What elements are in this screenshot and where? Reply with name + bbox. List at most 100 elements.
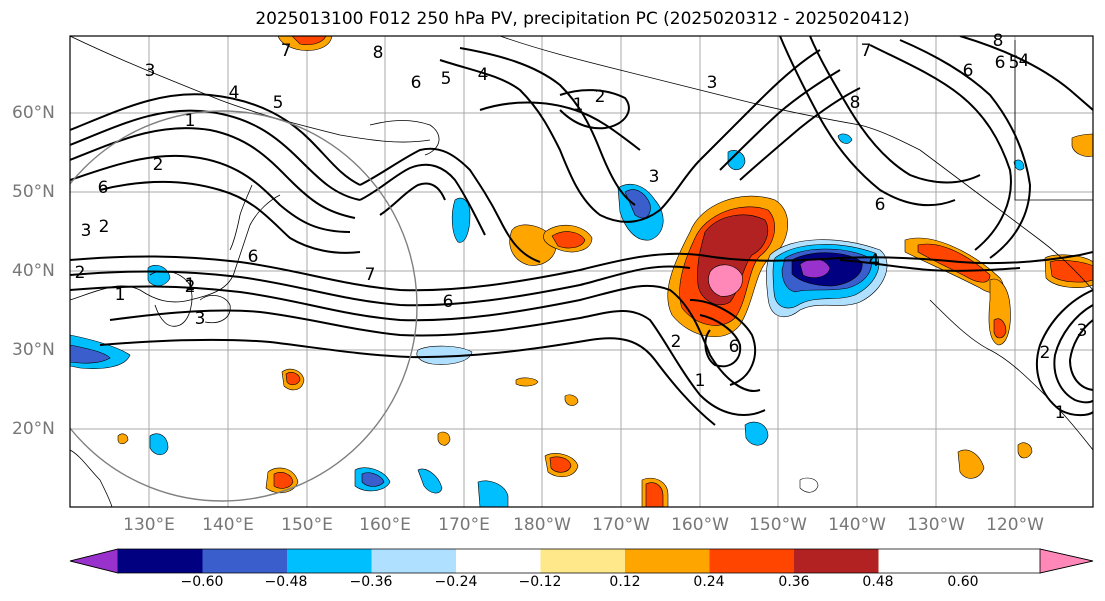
contour-label: 3 <box>1077 321 1088 341</box>
lat-label-60n: 60°N <box>12 103 55 123</box>
colorbar-segment <box>371 549 456 573</box>
lon-label: 180°W <box>513 515 571 535</box>
negative-anomaly-region <box>837 133 853 144</box>
colorbar-tick-label: 0.12 <box>609 574 641 590</box>
lon-label: 130°E <box>123 515 175 535</box>
positive-anomaly-region <box>515 377 539 387</box>
contour-label: 5 <box>273 93 284 113</box>
contour-label: 6 <box>443 292 454 312</box>
lon-label: 160°W <box>671 515 729 535</box>
positive-anomaly-region <box>957 449 985 479</box>
contour-label: 1 <box>695 371 706 391</box>
colorbar-segment <box>118 549 203 573</box>
lat-label-20n: 20°N <box>12 419 55 439</box>
positive-anomaly-region <box>549 456 572 473</box>
contour-label: 6 <box>411 73 422 93</box>
colorbar-tick-label: −0.48 <box>264 574 308 590</box>
contour-label: 7 <box>861 41 872 61</box>
colorbar-tick-label: 0.60 <box>947 574 979 590</box>
contour-label: 2 <box>1040 343 1051 363</box>
projection-circle <box>70 110 418 502</box>
contour-label: 6 <box>875 195 886 215</box>
contour-label: 2 <box>99 217 110 237</box>
contour-label: 6 <box>98 178 109 198</box>
negative-anomaly-region <box>147 265 171 287</box>
positive-anomaly-region <box>993 318 1007 339</box>
colorbar-segment <box>709 549 794 573</box>
contour-label: 2 <box>153 155 164 175</box>
lon-label: 140°E <box>202 515 254 535</box>
contour-label: 3 <box>195 309 206 329</box>
positive-anomaly-region <box>1071 133 1093 157</box>
contour-label: 6 <box>729 337 740 357</box>
lat-label-40n: 40°N <box>12 261 55 281</box>
colorbar-segment <box>540 549 625 573</box>
contour-label: 6 <box>963 61 974 81</box>
negative-anomaly-region <box>451 197 471 243</box>
contour-label: 1 <box>573 95 584 115</box>
colorbar-segment <box>625 549 710 573</box>
colorbar <box>69 548 1094 574</box>
colorbar-segment <box>287 549 372 573</box>
contour-label: 6 <box>995 53 1006 73</box>
contour-label: 4 <box>229 83 240 103</box>
lat-label-30n: 30°N <box>12 340 55 360</box>
negative-anomaly-region <box>477 480 509 507</box>
lon-label: 170°E <box>438 515 490 535</box>
positive-anomaly-region <box>645 482 664 507</box>
contour-label: 2 <box>185 277 196 297</box>
contour-label: 2 <box>75 263 86 283</box>
positive-anomaly-region <box>117 433 129 445</box>
contour-label: 1 <box>185 111 196 131</box>
contour-label: 5 <box>441 69 452 89</box>
pv-contours <box>70 36 1093 426</box>
colorbar-extension-low <box>69 548 119 574</box>
lon-label: 160°E <box>359 515 411 535</box>
positive-anomaly-region <box>437 431 451 446</box>
colorbar-segment <box>794 549 879 573</box>
lon-label: 120°W <box>986 515 1044 535</box>
contour-label: 1 <box>115 285 126 305</box>
precip-shading <box>70 36 1093 507</box>
negative-anomaly-region <box>727 150 746 171</box>
positive-anomaly-region <box>551 231 586 249</box>
contour-label: 3 <box>145 61 156 81</box>
negative-anomaly-region <box>624 189 651 219</box>
lat-label-50n: 50°N <box>12 182 55 202</box>
colorbar-tick-label: 0.36 <box>778 574 810 590</box>
negative-anomaly-region <box>70 344 111 364</box>
colorbar-tick-label: −0.24 <box>434 574 478 590</box>
colorbar-tick-label: 0.48 <box>862 574 894 590</box>
contour-label: 6 <box>248 247 259 267</box>
negative-anomaly-region <box>744 421 769 446</box>
colorbar-tick-label: −0.12 <box>518 574 562 590</box>
contour-label: 3 <box>81 221 92 241</box>
negative-anomaly-region <box>416 345 473 365</box>
colorbar-segment <box>456 549 541 573</box>
graticule <box>70 36 1093 507</box>
contour-label: 8 <box>373 43 384 63</box>
negative-anomaly-region <box>417 468 443 494</box>
contour-label: 3 <box>649 167 660 187</box>
contour-label: 7 <box>281 41 292 61</box>
contour-label: 1 <box>1055 403 1066 423</box>
contour-label: 5 <box>1009 53 1020 73</box>
map-title: 2025013100 F012 250 hPa PV, precipitatio… <box>255 9 910 29</box>
contour-label: 2 <box>595 87 606 107</box>
positive-anomaly-region <box>1049 260 1093 283</box>
colorbar-segment <box>202 549 287 573</box>
colorbar-tick-label: 0.24 <box>693 574 725 590</box>
positive-anomaly-region <box>285 372 301 386</box>
lon-label: 140°W <box>828 515 886 535</box>
positive-anomaly-region <box>917 243 991 283</box>
contour-label: 3 <box>707 73 718 93</box>
contour-labels: 3 4 5 7 8 6 5 4 1 2 1 3 2 6 1 2 6 8 7 6 … <box>75 31 1088 423</box>
contour-label: 4 <box>869 251 880 271</box>
positive-anomaly-region <box>708 264 743 297</box>
colorbar-tick-label: −0.36 <box>349 574 393 590</box>
colorbar-outline <box>69 548 1094 574</box>
colorbar-tick-label: −0.60 <box>180 574 224 590</box>
contour-label: 4 <box>478 65 489 85</box>
negative-anomaly-region <box>799 477 819 493</box>
